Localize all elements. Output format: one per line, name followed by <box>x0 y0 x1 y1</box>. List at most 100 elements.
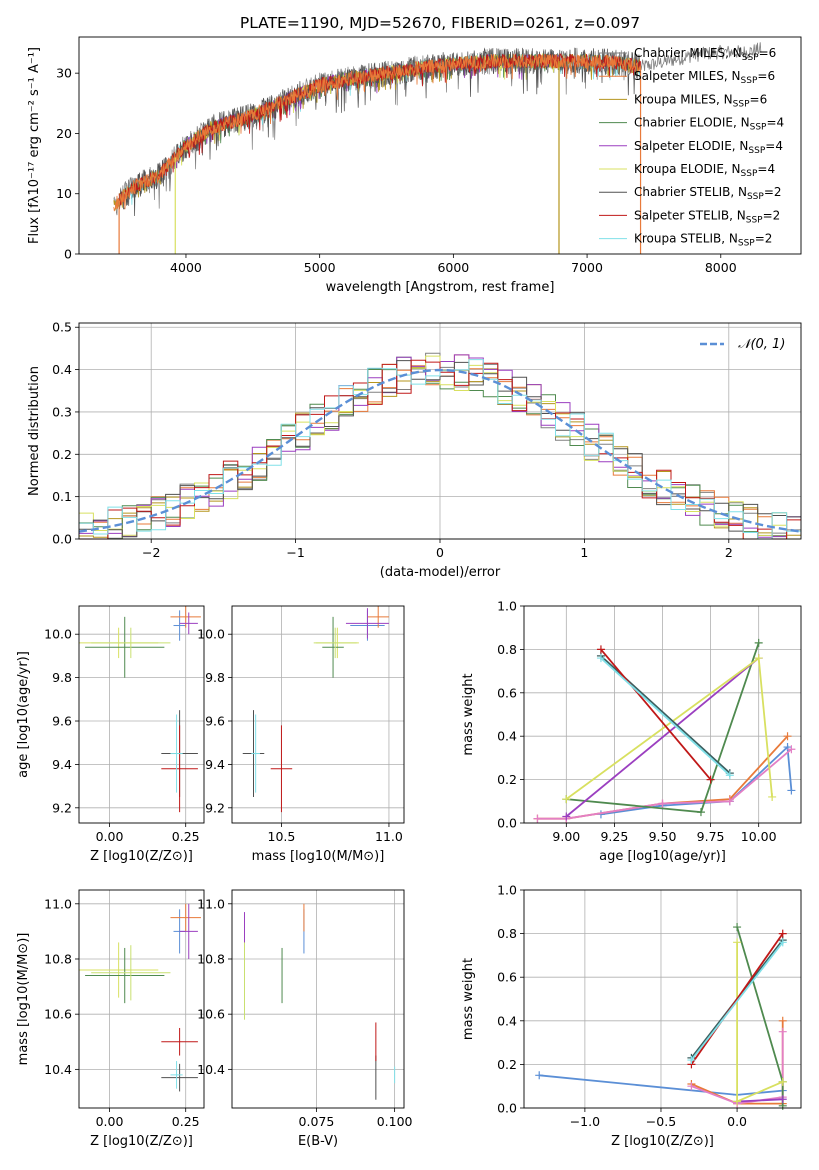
massweight_vs_age-panel: 9.00 9.25 9.50 9.75 10.00 0.0 0.2 0.4 0.6 0.8 1.0 a… <box>461 599 802 864</box>
y-tick-label: 0.8 <box>497 926 517 941</box>
legend-label-main: Kroupa STELIB, N <box>634 232 738 246</box>
histogram-series <box>79 359 801 540</box>
x-tick-label: 7000 <box>571 260 603 275</box>
y-tick-label: 10.6 <box>197 1007 225 1022</box>
x-tick-label: 2 <box>725 545 733 560</box>
legend-label: Chabrier MILES, NSSP=6 <box>634 46 776 63</box>
axes-frame <box>231 889 405 1109</box>
axes-frame <box>523 889 802 1109</box>
legend-label-main: Chabrier STELIB, N <box>634 185 747 199</box>
x-tick-label: 8000 <box>705 260 737 275</box>
mass-weight-marker <box>733 1097 742 1106</box>
x-tick-label: 9.50 <box>649 829 677 844</box>
x-tick-label: −1 <box>286 545 304 560</box>
legend-label-suffix: =6 <box>759 46 777 60</box>
mass-weight-marker <box>596 645 605 654</box>
x-tick-label: 0.075 <box>299 1114 335 1129</box>
legend-label-sub: SSP <box>746 215 763 225</box>
x-axis-label: Z [log10(Z/Z⊙)] <box>90 1134 193 1149</box>
y-tick-label: 0.0 <box>497 1101 517 1116</box>
x-tick-label: 5000 <box>304 260 336 275</box>
legend-label-suffix: =2 <box>763 208 781 222</box>
y-tick-label: 0.2 <box>52 447 72 462</box>
y-tick-label: 0.6 <box>497 970 517 985</box>
y-tick-label: 9.8 <box>205 670 225 685</box>
mass-weight-marker <box>768 792 777 801</box>
legend-label-main: Salpeter STELIB, N <box>634 208 746 222</box>
x-tick-label: 9.75 <box>697 829 725 844</box>
legend-label-sub: SSP <box>742 53 759 63</box>
x-axis-label: age [log10(age/yr)] <box>599 849 726 864</box>
y-tick-label: 0 <box>64 247 72 262</box>
y-tick-label: 11.0 <box>44 896 72 911</box>
y-tick-label: 9.6 <box>52 714 72 729</box>
mass-weight-series <box>600 657 731 776</box>
mass-weight-series <box>600 745 793 816</box>
massweight_vs_Z-panel: −1.0 −0.5 0.0 0.0 0.2 0.4 0.6 0.8 1.0 Z [log10(Z/… <box>461 883 802 1149</box>
x-tick-label: 10.5 <box>268 829 296 844</box>
axes-frame <box>78 605 205 824</box>
y-tick-label: 10.0 <box>197 627 225 642</box>
mass-weight-marker <box>783 732 792 741</box>
y-tick-label: 0.2 <box>497 772 517 787</box>
legend-label-main: Chabrier MILES, N <box>634 46 742 60</box>
x-tick-label: 0.00 <box>96 829 124 844</box>
x-axis-label: wavelength [Angstrom, rest frame] <box>326 280 555 295</box>
x-axis-label: Z [log10(Z/Z⊙)] <box>611 1134 714 1149</box>
mass-weight-series <box>565 656 773 800</box>
y-tick-label: 0.4 <box>52 362 72 377</box>
mass-weight-marker <box>778 1095 787 1104</box>
y-tick-label: 0.4 <box>497 729 517 744</box>
mass-weight-series <box>690 933 784 1065</box>
mass-weight-series <box>600 648 712 781</box>
mass-weight-marker <box>754 638 763 647</box>
x-axis-label: mass [log10(M/M⊙)] <box>252 849 385 864</box>
legend-label-sub: SSP <box>747 192 764 202</box>
legend-label-sub: SSP <box>748 146 765 156</box>
x-tick-label: 6000 <box>437 260 469 275</box>
legend-label-suffix: =4 <box>765 139 783 153</box>
mass-weight-marker <box>778 1077 787 1086</box>
x-tick-label: −1.0 <box>570 1114 600 1129</box>
axes-frame <box>231 605 405 824</box>
y-tick-label: 0.0 <box>52 532 72 547</box>
y-axis-label: Normed distribution <box>27 366 42 496</box>
legend-label: Kroupa STELIB, NSSP=2 <box>634 232 772 249</box>
legend-label-main: Kroupa MILES, N <box>634 92 733 106</box>
axes-frame <box>78 36 802 255</box>
figure-title: PLATE=1190, MJD=52670, FIBERID=0261, z=0… <box>240 14 640 32</box>
mass-weight-marker <box>687 1056 696 1065</box>
legend-label-main: Chabrier ELODIE, N <box>634 116 750 130</box>
legend-label-sub: SSP <box>738 239 755 249</box>
legend-label: Salpeter ELODIE, NSSP=4 <box>634 139 783 156</box>
y-tick-label: 10.0 <box>44 627 72 642</box>
mass-weight-marker <box>787 745 796 754</box>
x-tick-label: 9.00 <box>552 829 580 844</box>
mass-weight-marker <box>687 1082 696 1091</box>
legend-label-main: Salpeter MILES, N <box>634 69 741 83</box>
reference-legend-label: 𝒩(0, 1) <box>738 337 785 352</box>
legend-label-main: Kroupa ELODIE, N <box>634 162 741 176</box>
mass-weight-marker <box>596 654 605 663</box>
mass-weight-marker <box>754 654 763 663</box>
mass-weight-marker <box>787 786 796 795</box>
legend-label-suffix: =6 <box>757 69 775 83</box>
y-axis-label: mass weight <box>461 673 476 755</box>
spectrum-model-line <box>113 53 641 212</box>
legend-label: Kroupa ELODIE, NSSP=4 <box>634 162 775 179</box>
x-tick-label: −2 <box>142 545 160 560</box>
legend-label-sub: SSP <box>733 99 750 109</box>
residuals-panel: −2 −1 0 1 2 0.0 0.1 0.2 0.3 0.4 0.5 (data-model)/er… <box>27 320 802 580</box>
legend-label: Salpeter STELIB, NSSP=2 <box>634 208 780 225</box>
x-axis-label: E(B-V) <box>298 1134 338 1149</box>
mass-weight-marker <box>725 797 734 806</box>
legend-label: Chabrier ELODIE, NSSP=4 <box>634 116 784 133</box>
legend-label-suffix: =4 <box>766 116 784 130</box>
mass-weight-marker <box>778 1016 787 1025</box>
legend-label-suffix: =4 <box>757 162 775 176</box>
mass-weight-marker <box>658 799 667 808</box>
mass-weight-series <box>737 1098 783 1103</box>
